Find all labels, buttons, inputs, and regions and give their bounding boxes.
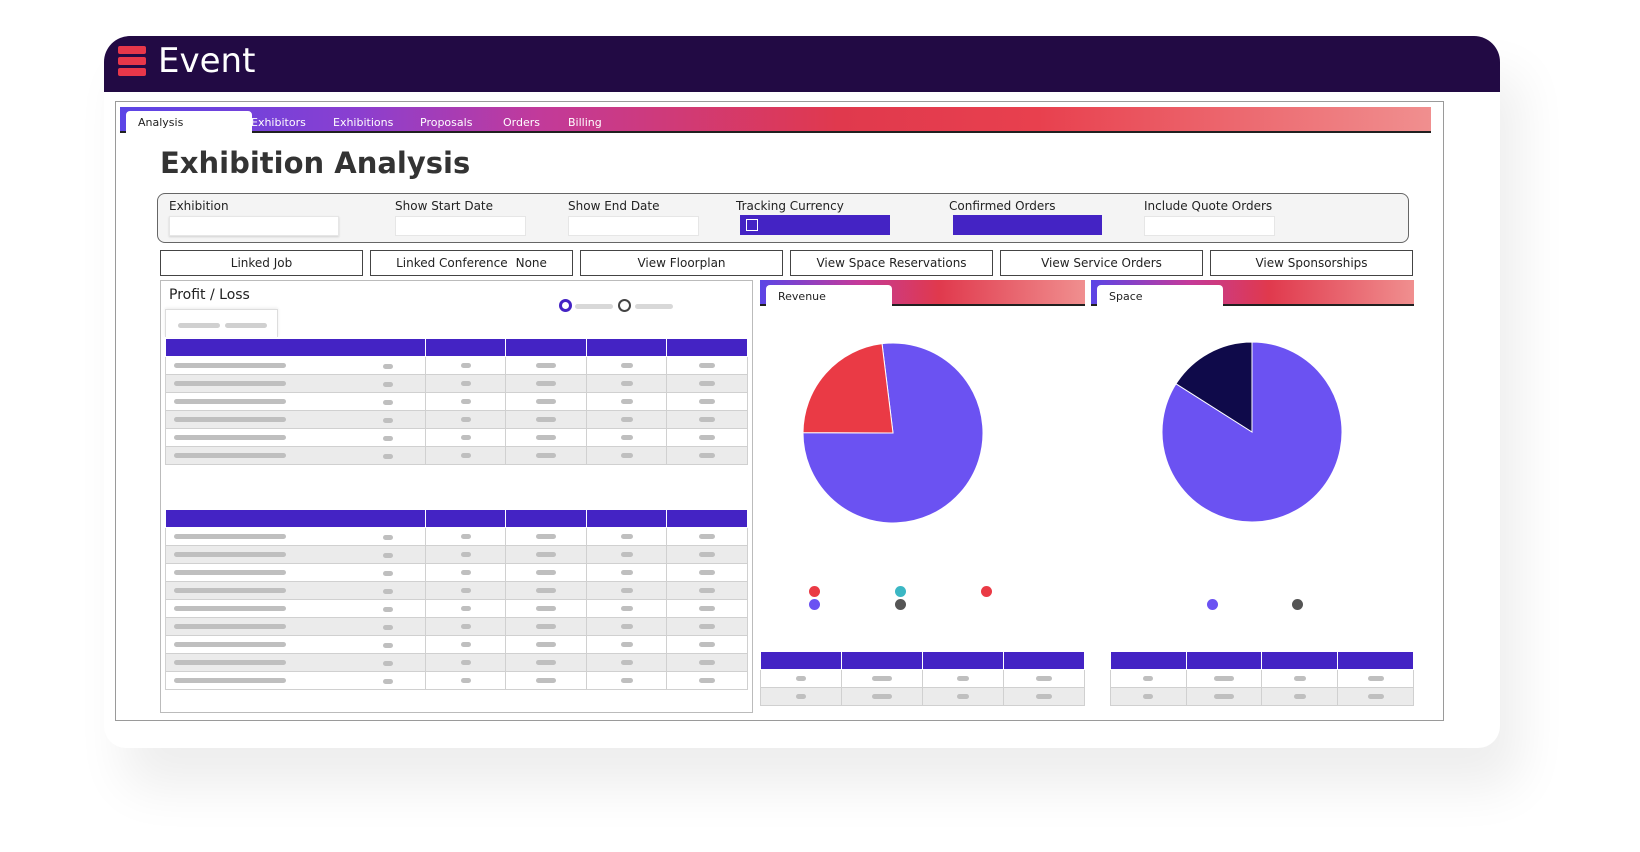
table-row[interactable]	[165, 653, 748, 672]
pie-slice[interactable]	[802, 343, 894, 434]
show-start-date-input[interactable]	[395, 216, 526, 236]
view-space-reservations-label: View Space Reservations	[816, 256, 967, 270]
table-row[interactable]	[165, 446, 748, 465]
table-row[interactable]	[165, 671, 748, 690]
tracking-currency-checkbox[interactable]	[746, 219, 758, 231]
revenue-tabbar: Revenue	[760, 280, 1085, 306]
table-row[interactable]	[165, 356, 748, 375]
legend-dot	[809, 599, 820, 610]
view-option-label	[575, 304, 613, 309]
tracking-currency-label: Tracking Currency	[736, 199, 844, 213]
table-row[interactable]	[165, 635, 748, 654]
linked-conference-value: None	[515, 256, 547, 270]
main-tabs: Analysis Exhibitors Exhibitions Proposal…	[120, 107, 1431, 133]
table-row[interactable]	[165, 563, 748, 582]
profit-loss-detail-table	[165, 509, 748, 690]
legend-dot	[895, 599, 906, 610]
table-row[interactable]	[760, 687, 1085, 706]
legend-dot	[1292, 599, 1303, 610]
table-row[interactable]	[760, 669, 1085, 688]
profit-loss-panel: Profit / Loss	[160, 280, 753, 713]
confirmed-orders-label: Confirmed Orders	[949, 199, 1056, 213]
linked-conference-label: Linked Conference	[396, 256, 508, 270]
table-row[interactable]	[165, 410, 748, 429]
tab-billing[interactable]: Billing	[568, 116, 602, 129]
tab-orders[interactable]: Orders	[503, 116, 540, 129]
profit-loss-subtab[interactable]	[165, 309, 278, 337]
show-end-date-input[interactable]	[568, 216, 699, 236]
linked-job-label: Linked Job	[230, 256, 293, 270]
show-end-date-label: Show End Date	[568, 199, 660, 213]
legend-dot	[895, 586, 906, 597]
filter-panel: Exhibition Show Start Date Show End Date…	[157, 193, 1409, 243]
profit-loss-title: Profit / Loss	[169, 287, 250, 303]
table-row[interactable]	[165, 617, 748, 636]
table-row[interactable]	[1110, 669, 1414, 688]
table-row[interactable]	[1110, 687, 1414, 706]
revenue-table	[760, 651, 1085, 706]
event-logo-icon	[118, 46, 146, 76]
view-sponsorships-button[interactable]: View Sponsorships	[1210, 250, 1413, 276]
revenue-tab[interactable]: Revenue	[766, 285, 892, 306]
app-title: Event	[158, 41, 256, 81]
tracking-currency-field[interactable]	[740, 215, 890, 235]
legend-dot	[809, 586, 820, 597]
view-sponsorships-label: View Sponsorships	[1255, 256, 1368, 270]
table-row[interactable]	[165, 428, 748, 447]
linked-job-button[interactable]: Linked Job	[160, 250, 363, 276]
tab-analysis[interactable]: Analysis	[126, 111, 252, 133]
view-floorplan-button[interactable]: View Floorplan	[580, 250, 783, 276]
view-option-radio[interactable]	[618, 299, 631, 312]
profit-loss-table	[165, 338, 748, 465]
tab-exhibitions[interactable]: Exhibitions	[333, 116, 394, 129]
table-row[interactable]	[165, 392, 748, 411]
table-row[interactable]	[165, 527, 748, 546]
table-row[interactable]	[165, 581, 748, 600]
show-start-date-label: Show Start Date	[395, 199, 494, 213]
view-service-orders-label: View Service Orders	[1041, 256, 1162, 270]
space-tab[interactable]: Space	[1097, 285, 1223, 306]
include-quote-orders-input[interactable]	[1144, 216, 1275, 236]
linked-conference-button[interactable]: Linked Conference None	[370, 250, 573, 276]
legend-dot	[1207, 599, 1218, 610]
space-pie-chart	[1161, 341, 1343, 523]
view-option-radio-selected[interactable]	[559, 299, 572, 312]
page-title: Exhibition Analysis	[160, 146, 471, 180]
app-header: Event	[104, 36, 1500, 92]
legend-dot	[981, 586, 992, 597]
space-tabbar: Space	[1091, 280, 1414, 306]
tab-exhibitors[interactable]: Exhibitors	[251, 116, 306, 129]
view-service-orders-button[interactable]: View Service Orders	[1000, 250, 1203, 276]
exhibition-label: Exhibition	[169, 199, 229, 213]
revenue-pie-chart	[802, 342, 984, 524]
view-option-label	[635, 304, 673, 309]
space-chart-panel: Space	[1091, 280, 1414, 713]
space-table	[1110, 651, 1414, 706]
table-row[interactable]	[165, 599, 748, 618]
table-row[interactable]	[165, 545, 748, 564]
view-space-reservations-button[interactable]: View Space Reservations	[790, 250, 993, 276]
tab-proposals[interactable]: Proposals	[420, 116, 473, 129]
confirmed-orders-field[interactable]	[953, 215, 1102, 235]
pie-slice[interactable]	[1175, 341, 1253, 433]
view-floorplan-label: View Floorplan	[637, 256, 726, 270]
include-quote-orders-label: Include Quote Orders	[1144, 199, 1273, 213]
revenue-chart-panel: Revenue	[760, 280, 1085, 713]
exhibition-input[interactable]	[169, 216, 339, 236]
table-row[interactable]	[165, 374, 748, 393]
